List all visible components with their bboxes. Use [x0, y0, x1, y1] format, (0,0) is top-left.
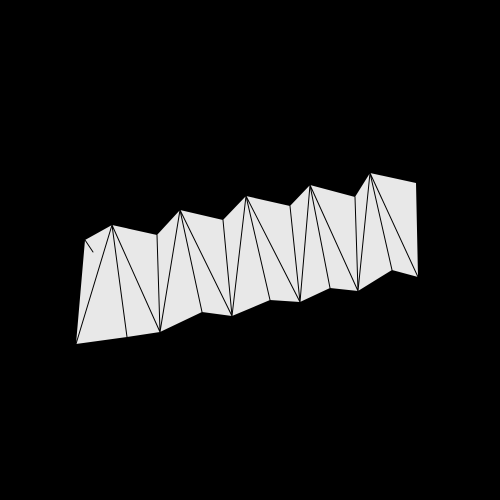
mesh-edge	[245, 195, 301, 303]
mesh-edge	[369, 172, 419, 278]
mesh-edge	[369, 172, 393, 271]
mesh-edge	[111, 224, 161, 333]
mesh-edge	[309, 184, 359, 292]
mesh-edge	[179, 209, 203, 313]
mesh-edge	[156, 234, 161, 333]
mesh-edge	[222, 219, 233, 317]
mesh-edge	[309, 184, 331, 289]
mesh-edges	[75, 172, 419, 345]
mesh-edge	[289, 205, 301, 303]
mesh-edge	[357, 172, 371, 292]
mesh-edge	[75, 224, 113, 345]
strip-surface	[76, 173, 418, 344]
mesh-edge	[354, 196, 359, 292]
mesh-edge	[179, 209, 233, 317]
mesh-edge	[111, 224, 128, 338]
mesh-edge	[231, 195, 247, 317]
mesh-faces	[76, 173, 418, 344]
mesh-edge	[159, 209, 181, 333]
mesh-edge	[245, 195, 271, 301]
mesh-edge	[299, 184, 311, 303]
mesh-edge	[84, 239, 94, 253]
